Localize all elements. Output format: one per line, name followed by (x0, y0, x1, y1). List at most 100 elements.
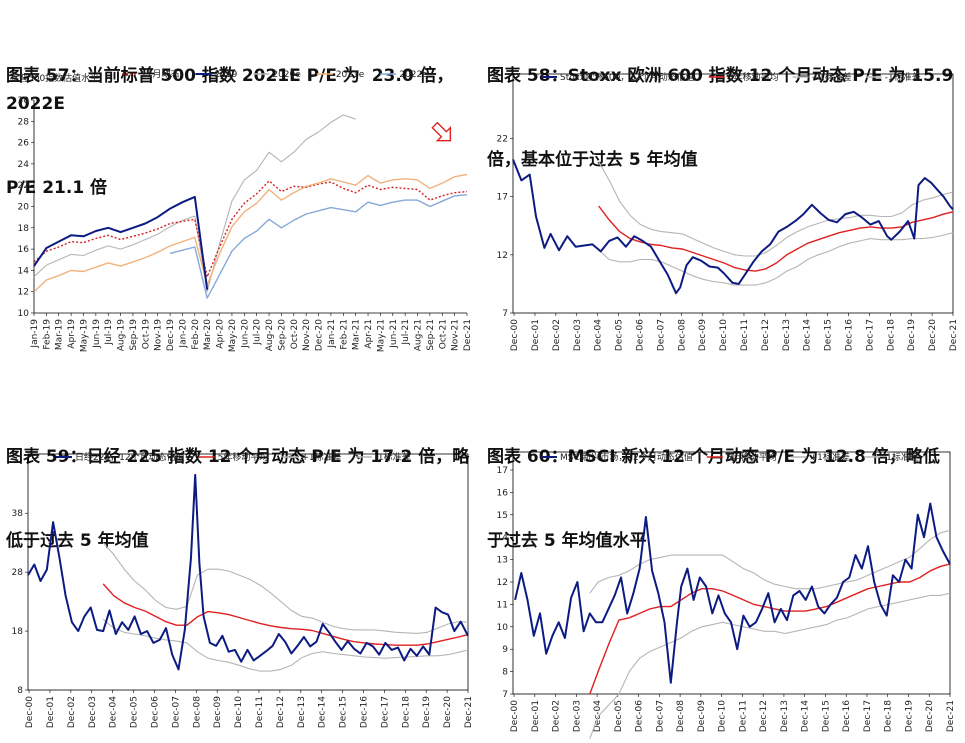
series-line-4 (33, 173, 468, 293)
x-tick-label: Dec-16 (844, 319, 854, 351)
x-tick-label: Dec-19 (422, 696, 432, 728)
x-tick-label: Dec-07 (655, 700, 665, 732)
legend-label: 2020e (272, 70, 301, 80)
y-tick-label: 12 (497, 578, 508, 588)
series-line-3 (598, 161, 954, 257)
x-tick-label: Dec-11 (738, 700, 748, 732)
y-tick-label: 17 (497, 193, 508, 203)
x-tick-label: Dec-01 (46, 696, 56, 728)
y-tick-label: 16 (18, 245, 30, 255)
x-tick-label: Mar-19 (55, 319, 65, 350)
x-tick-label: Dec-20 (928, 319, 938, 351)
x-tick-label: Jul-21 (401, 319, 411, 346)
legend-label: 2021e (336, 70, 365, 80)
y-tick-label: 12 (18, 288, 29, 298)
x-tick-label: Dec-15 (824, 319, 834, 351)
x-tick-label: Mar-21 (352, 319, 362, 350)
x-tick-label: Dec-21 (464, 696, 474, 728)
legend-label: 5年移动平均 (218, 451, 269, 463)
y-tick-label: 13 (497, 556, 508, 566)
series-line-3 (33, 114, 356, 293)
y-tick-label: 28 (18, 117, 30, 127)
x-tick-label: Feb-21 (339, 319, 349, 350)
x-tick-label: Aug-20 (265, 319, 275, 352)
x-tick-label: Oct-21 (438, 319, 448, 349)
x-tick-label: Dec-20 (925, 700, 935, 732)
series-line-2 (589, 563, 951, 695)
y-tick-label: 22 (497, 135, 508, 145)
plot-frame (512, 73, 954, 314)
y-tick-label: 14 (497, 533, 509, 543)
series-line-2 (33, 195, 209, 290)
x-tick-label: Dec-03 (88, 696, 98, 728)
x-tick-label: Dec-08 (192, 696, 202, 728)
x-tick-label: Sep-21 (426, 319, 436, 351)
x-tick-label: Dec-02 (552, 700, 562, 732)
x-tick-label: Dec-09 (697, 700, 707, 732)
chart-59-title-line1: 图表 59：日经 225 指数 12 个月动态 P/E 为 17.2 倍，略 (6, 447, 470, 467)
legend-label: 5年移动平均 (728, 71, 779, 83)
y-tick-label: 26 (18, 139, 30, 149)
x-tick-label: Dec-21 (463, 319, 473, 351)
series-line-5 (169, 194, 468, 299)
x-tick-label: May-21 (376, 319, 386, 352)
x-tick-label: Dec-05 (614, 700, 624, 732)
x-tick-label: Dec-09 (698, 319, 708, 351)
x-tick-label: Jun-21 (389, 319, 399, 349)
y-tick-label: 28 (12, 568, 24, 578)
y-tick-label: 8 (502, 668, 508, 678)
x-tick-label: Apr-21 (364, 319, 374, 349)
series-line-3 (589, 529, 951, 594)
legend-label: -1标准差 (375, 451, 411, 463)
x-tick-label: Dec-21 (949, 319, 959, 351)
msci-em-pe-chart: 7 8 9 10 11 12 13 14 15 16 17 Dec-00 Dec-01 Dec-02 Dec… (497, 451, 956, 739)
y-tick-label: 10 (497, 623, 509, 633)
x-tick-label: Dec-12 (759, 700, 769, 732)
x-tick-label: Dec-19 (904, 700, 914, 732)
legend-label: Stoxx欧洲600，12个月动态估值 (560, 71, 695, 83)
x-tick-label: Apr-20 (216, 319, 226, 349)
x-tick-label: Dec-21 (946, 700, 956, 732)
series-line-1 (512, 159, 954, 295)
x-tick-label: Dec-08 (676, 700, 686, 732)
x-tick-label: Jul-20 (253, 319, 263, 346)
x-tick-label: Oct-20 (290, 319, 300, 350)
x-tick-label: Dec-13 (780, 700, 790, 732)
x-tick-label: Feb-19 (42, 319, 52, 350)
series-line-3 (102, 542, 469, 634)
legend-label: MSCI新兴市场，12个月动态估值 (560, 451, 693, 463)
x-tick-label: Dec-19 (907, 319, 917, 351)
x-tick-label: Dec-17 (863, 700, 873, 732)
nikkei225-pe-chart: 8 18 28 38 Dec-00 Dec-01 Dec-02 Dec-03 Dec-04 Dec… (12, 451, 474, 728)
x-tick-label: Jun-20 (240, 319, 250, 349)
legend-label: 5年移动平均 (726, 451, 777, 463)
x-tick-label: Dec-11 (255, 696, 265, 728)
y-tick-label: 18 (18, 224, 30, 234)
x-tick-label: Dec-13 (782, 319, 792, 351)
x-tick-label: Dec-18 (884, 700, 894, 732)
x-tick-label: Dec-06 (635, 700, 645, 732)
x-tick-label: Jun-19 (92, 319, 102, 349)
series-line-1 (27, 473, 469, 671)
series-line-2 (102, 583, 469, 646)
stoxx600-pe-chart: 7 12 17 22 Dec-00 Dec-01 Dec-02 Dec-03 Dec-04 Dec… (497, 71, 959, 351)
x-tick-label: Mar-20 (203, 319, 213, 350)
x-tick-label: Dec-07 (656, 319, 666, 351)
y-tick-label: 20 (18, 203, 30, 213)
x-tick-label: Dec-12 (761, 319, 771, 351)
legend-label: 2022e (399, 70, 428, 80)
x-tick-label: Aug-19 (117, 319, 127, 352)
x-tick-label: Dec-19 (166, 319, 176, 351)
x-tick-label: Dec-18 (886, 319, 896, 351)
x-tick-label: Dec-10 (719, 319, 729, 351)
series-line-1 (33, 180, 468, 278)
chart-57-title-line2: P/E 21.1 倍 (6, 178, 108, 198)
x-tick-label: Dec-04 (594, 319, 604, 351)
x-tick-label: Jul-19 (104, 319, 114, 346)
legend-label: +1标准差 (301, 451, 341, 463)
legend-label: +1标准差 (812, 71, 852, 83)
x-tick-label: Jan-20 (178, 319, 188, 349)
x-tick-label: Dec-03 (573, 319, 583, 351)
x-tick-label: Dec-15 (821, 700, 831, 732)
series-line-4 (102, 618, 469, 672)
